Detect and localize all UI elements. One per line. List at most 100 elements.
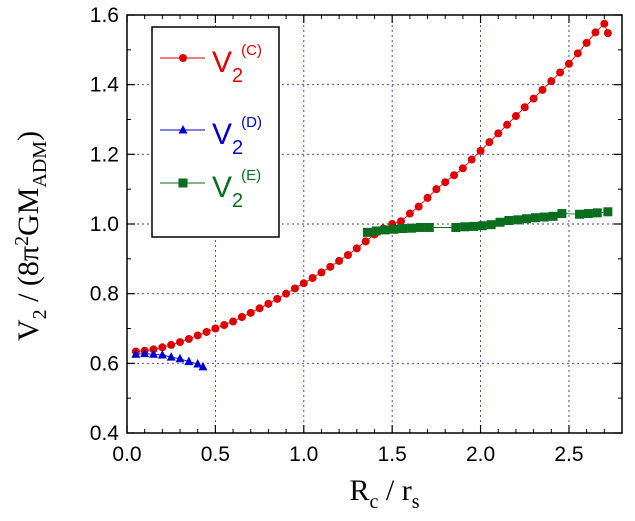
y-axis-title-close: ) (12, 131, 45, 141)
data-point (175, 353, 185, 363)
legend-marker (178, 178, 188, 188)
y-axis-title-sup: 2 (11, 236, 33, 246)
data-point (273, 294, 282, 303)
tick-labels: 0.0 0.5 1.0 1.5 2.0 2.5 0.4 0.6 0.8 1.0 1.2 1.4 1.6 (90, 4, 584, 466)
data-point (504, 216, 514, 226)
data-point (513, 215, 523, 225)
y-axis-title-sub1: 2 (29, 309, 51, 319)
data-point (389, 224, 399, 234)
data-point (423, 193, 432, 202)
legend-box (151, 26, 280, 238)
data-point (556, 68, 565, 77)
data-point (335, 256, 344, 265)
data-point (167, 340, 176, 349)
data-point (405, 209, 414, 218)
y-tick-label: 0.4 (90, 422, 120, 445)
y-axis-title-part2: GM (12, 188, 45, 236)
x-axis-title-sub1: c (370, 491, 379, 513)
x-tick-label: 1.0 (289, 443, 318, 466)
data-point (485, 138, 494, 147)
data-point (557, 209, 567, 219)
legend-marker (178, 125, 188, 134)
data-point (592, 208, 602, 218)
data-point (476, 146, 485, 155)
data-point (361, 237, 370, 246)
y-tick-label: 1.2 (90, 143, 119, 166)
x-axis-title-sub2: s (412, 491, 420, 513)
data-point (458, 164, 467, 173)
y-axis-title: V2 / (8π2GMADM) (11, 131, 51, 341)
ticks (126, 14, 622, 434)
data-point (326, 262, 335, 271)
x-tick-label: 2.5 (554, 443, 583, 466)
data-point (486, 220, 496, 230)
y-tick-label: 1.0 (90, 213, 119, 236)
data-point (166, 352, 176, 361)
data-point (131, 349, 141, 358)
data-point (184, 356, 194, 366)
data-point (176, 338, 185, 347)
data-point (477, 221, 487, 231)
data-point (149, 349, 159, 358)
data-point (415, 222, 425, 232)
data-point (582, 38, 591, 47)
x-tick-label: 0.0 (112, 443, 141, 466)
data-point (432, 185, 441, 194)
data-point (603, 207, 613, 217)
data-point (229, 317, 238, 326)
x-axis-title-main: R (349, 474, 369, 507)
data-point (371, 226, 381, 236)
data-point (246, 308, 255, 317)
y-tick-label: 0.8 (90, 283, 119, 306)
data-point (397, 217, 406, 226)
data-point (343, 251, 352, 260)
data-point (503, 120, 512, 129)
y-tick-label: 0.6 (90, 352, 119, 375)
data-point (548, 211, 558, 221)
data-point (308, 273, 317, 282)
x-axis-title: Rc / rs (349, 474, 419, 513)
data-point (362, 227, 372, 237)
x-axis-title-sep: / r (378, 474, 411, 507)
y-axis-title-main: V (12, 319, 45, 341)
data-point (424, 222, 434, 232)
data-point (538, 85, 547, 94)
x-tick-label: 0.5 (201, 443, 230, 466)
data-point (184, 334, 193, 343)
y-axis-title-sub2: ADM (29, 141, 51, 188)
data-point (575, 209, 585, 219)
data-point (467, 155, 476, 164)
data-point (469, 221, 478, 231)
data-point (539, 212, 549, 222)
legend: V2(C) V2(D) V2(E) (151, 26, 280, 238)
data-point (460, 222, 470, 232)
series-0 (131, 19, 612, 356)
data-point (290, 284, 299, 293)
y-tick-label: 1.4 (90, 74, 120, 97)
data-point (140, 348, 150, 358)
x-tick-label: 2.0 (466, 443, 495, 466)
data-point (380, 225, 390, 235)
data-point (495, 217, 505, 227)
data-point (299, 279, 308, 288)
data-point (547, 77, 556, 86)
data-point (157, 349, 167, 359)
data-point (220, 321, 229, 330)
data-point (255, 304, 264, 313)
legend-label: V2(D) (212, 114, 262, 159)
data-point (573, 49, 582, 58)
data-point (282, 289, 291, 298)
data-point (450, 171, 459, 180)
data-point (352, 244, 361, 253)
y-axis-title-part1: / (8π (12, 246, 45, 309)
data-point (520, 103, 529, 112)
y-tick-label: 1.6 (90, 4, 119, 27)
data-point (193, 359, 203, 368)
data-point (211, 324, 220, 333)
data-point (317, 268, 326, 277)
data-point (198, 361, 208, 371)
data-point (494, 129, 503, 138)
data-point (451, 222, 461, 232)
legend-label: V2(C) (212, 42, 262, 87)
